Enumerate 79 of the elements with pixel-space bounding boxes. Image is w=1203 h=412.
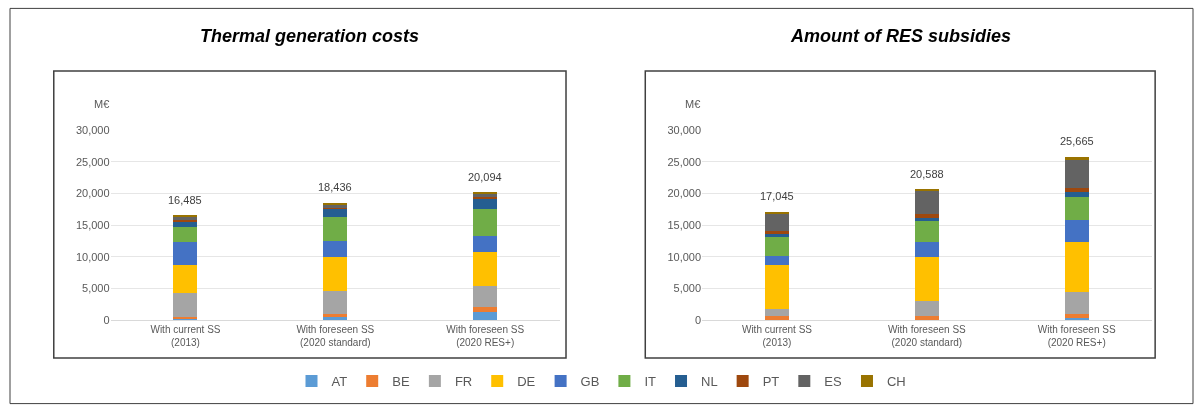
bar [173, 242, 198, 265]
bar [764, 255, 789, 265]
bar [173, 226, 198, 243]
total-label: 25,665 [1060, 135, 1094, 147]
y-tick-label: 25,000 [75, 155, 110, 168]
bar [764, 213, 789, 232]
y-tick-label: 10,000 [667, 250, 702, 263]
bar [1064, 192, 1089, 197]
y-tick-label: 20,000 [667, 187, 702, 200]
y-tick-label: 10,000 [75, 250, 110, 263]
bar [1064, 159, 1089, 188]
legend-label: NL [701, 374, 718, 390]
y-tick-label: 20,000 [75, 187, 110, 200]
legend-label: AT [331, 374, 348, 390]
y-tick-label: 5,000 [673, 282, 702, 295]
bar [473, 307, 498, 312]
bar [473, 198, 498, 209]
bar [323, 208, 348, 217]
total-label: 18,436 [318, 181, 352, 193]
total-label: 20,094 [468, 171, 502, 183]
bar [173, 293, 198, 318]
bar [1064, 314, 1089, 319]
x-tick-label: With foreseen SS (2020 RES+) [446, 324, 525, 348]
legend-label: ES [824, 374, 842, 390]
bar [1064, 292, 1089, 315]
x-tick-label: With foreseen SS (2020 RES+) [1037, 324, 1116, 348]
bar [914, 213, 939, 218]
legend-label: BE [392, 374, 410, 390]
x-tick-label: With current SS (2013) [741, 324, 813, 348]
bar [473, 251, 498, 286]
bar [323, 290, 348, 314]
bar [914, 256, 939, 301]
bar [914, 217, 939, 221]
y-tick-label: 5,000 [82, 282, 110, 295]
y-tick-label: 0 [694, 313, 702, 326]
bar [323, 216, 348, 242]
bar [473, 235, 498, 252]
bar [764, 236, 789, 256]
bar [473, 285, 498, 308]
legend-label: DE [517, 374, 536, 390]
bar [1064, 157, 1089, 160]
bar [764, 316, 789, 320]
bar [1064, 219, 1089, 242]
bar [764, 264, 789, 310]
legend-label: CH [886, 374, 906, 390]
legend-label: GB [580, 374, 600, 390]
x-tick-label: With foreseen SS (2020 standard) [887, 324, 967, 348]
bar [323, 256, 348, 291]
bar [473, 311, 498, 320]
x-tick-label: With foreseen SS (2020 standard) [296, 324, 375, 348]
y-tick-label: 30,000 [75, 123, 110, 136]
bar [1064, 241, 1089, 293]
legend-label: FR [454, 374, 473, 390]
x-tick-label: With current SS (2013) [150, 324, 221, 348]
bar [914, 300, 939, 316]
chart-title: Thermal generation costs [200, 26, 420, 46]
chart-title: Amount of RES subsidies [790, 26, 1012, 46]
bar [764, 309, 789, 317]
total-label: 16,485 [168, 194, 202, 206]
bar [914, 220, 939, 242]
y-axis-title: M€ [685, 98, 701, 110]
y-axis-title: M€ [94, 98, 110, 110]
bar [1064, 196, 1089, 220]
legend-label: IT [644, 374, 657, 390]
y-tick-label: 30,000 [667, 123, 702, 136]
bar [914, 241, 939, 257]
y-tick-label: 0 [103, 313, 110, 326]
bar [473, 208, 498, 236]
total-label: 20,588 [910, 168, 944, 180]
legend-label: PT [762, 374, 780, 390]
bar [914, 190, 939, 214]
y-tick-label: 15,000 [75, 218, 110, 231]
bar [323, 241, 348, 257]
y-tick-label: 15,000 [667, 218, 702, 231]
bar [173, 264, 198, 294]
bar [1064, 187, 1089, 193]
y-tick-label: 25,000 [667, 155, 702, 168]
bar [914, 315, 939, 320]
total-label: 17,045 [760, 190, 794, 202]
